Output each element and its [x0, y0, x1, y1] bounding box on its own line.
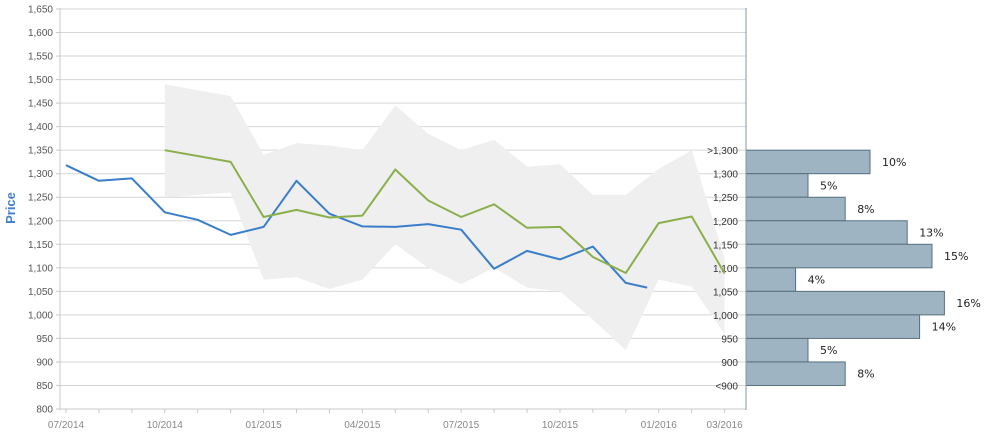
- histogram-bar: [745, 220, 908, 245]
- histogram-bar-label: 5%: [820, 179, 837, 192]
- histogram-bar: [745, 243, 933, 269]
- price-series-lines: [65, 149, 726, 289]
- histogram-category-label: 1,300: [713, 170, 738, 181]
- y-tick-label: 900: [36, 357, 53, 368]
- histogram-category-label: <900: [715, 381, 738, 392]
- y-tick-label: 1,000: [28, 310, 53, 321]
- y-tick-label: 1,450: [28, 99, 53, 110]
- histogram-category-label: 1,150: [713, 240, 738, 251]
- y-axis-ticks: 800 850 900 950 1,000 1,050 1,100 1,150 1,200 1,2…: [28, 5, 60, 416]
- x-axis-ticks: 07/2014 10/2014 01/2015 04/2015 07/2015 10/20…: [48, 409, 743, 431]
- series-line-2: [164, 149, 726, 274]
- y-tick-label: 950: [36, 334, 53, 345]
- x-tick-label: 04/2015: [344, 420, 381, 431]
- histogram-category-label: 1,000: [713, 311, 738, 322]
- histogram-bar: [745, 267, 797, 292]
- histogram-bar-label: 10%: [882, 156, 906, 169]
- y-tick-label: 1,400: [28, 122, 53, 133]
- price-range-band: [164, 84, 725, 351]
- x-tick-label: 10/2015: [542, 420, 579, 431]
- histogram-category-label: 1,200: [713, 217, 738, 228]
- x-tick-label: 07/2015: [443, 420, 480, 431]
- series-line-1: [65, 164, 648, 289]
- histogram-bar: [745, 196, 846, 222]
- histogram-bar: [745, 361, 846, 386]
- histogram-category-label: 950: [721, 334, 738, 345]
- x-tick-label: 01/2016: [641, 420, 678, 431]
- y-tick-label: 1,250: [28, 193, 53, 204]
- histogram-category-label: >1,300: [707, 146, 738, 157]
- x-tick-label: 01/2015: [246, 420, 283, 431]
- histogram-category-label: 1,100: [713, 264, 738, 275]
- price-distribution-histogram: 10% 5% 8% 13%15% 4% 16%14% 5% 8% >1,300 1,300 1,25…: [707, 146, 981, 392]
- histogram-bar-label: 15%: [944, 250, 968, 263]
- histogram-bar-label: 13%: [919, 227, 943, 240]
- y-tick-label: 850: [36, 381, 53, 392]
- histogram-category-label: 1,050: [713, 287, 738, 298]
- histogram-bar-label: 14%: [932, 321, 956, 334]
- y-tick-label: 1,500: [28, 75, 53, 86]
- histogram-bar-label: 4%: [808, 274, 825, 287]
- histogram-bar-label: 16%: [956, 297, 980, 310]
- y-tick-label: 1,150: [28, 240, 53, 251]
- histogram-bar-label: 8%: [857, 368, 874, 381]
- y-tick-label: 1,300: [28, 169, 53, 180]
- y-tick-label: 1,350: [28, 146, 53, 157]
- histogram-bar: [745, 173, 809, 198]
- range-band-area: [164, 84, 725, 351]
- x-tick-label: 03/2016: [707, 420, 744, 431]
- histogram-bar: [745, 314, 921, 339]
- histogram-bar: [745, 337, 809, 363]
- y-tick-label: 1,050: [28, 287, 53, 298]
- y-tick-label: 1,550: [28, 52, 53, 63]
- y-tick-label: 1,600: [28, 28, 53, 39]
- y-axis-label: Price: [3, 192, 18, 224]
- x-tick-label: 10/2014: [147, 420, 184, 431]
- histogram-bar-label: 8%: [857, 203, 874, 216]
- y-tick-label: 1,100: [28, 263, 53, 274]
- y-tick-label: 1,650: [28, 5, 53, 16]
- y-tick-label: 1,200: [28, 216, 53, 227]
- histogram-bar: [745, 290, 945, 316]
- histogram-category-label: 900: [721, 358, 738, 369]
- histogram-category-label: 1,250: [713, 193, 738, 204]
- y-tick-label: 800: [36, 405, 53, 416]
- x-tick-label: 07/2014: [48, 420, 85, 431]
- histogram-bar-label: 5%: [820, 344, 837, 357]
- histogram-bar: [745, 149, 871, 175]
